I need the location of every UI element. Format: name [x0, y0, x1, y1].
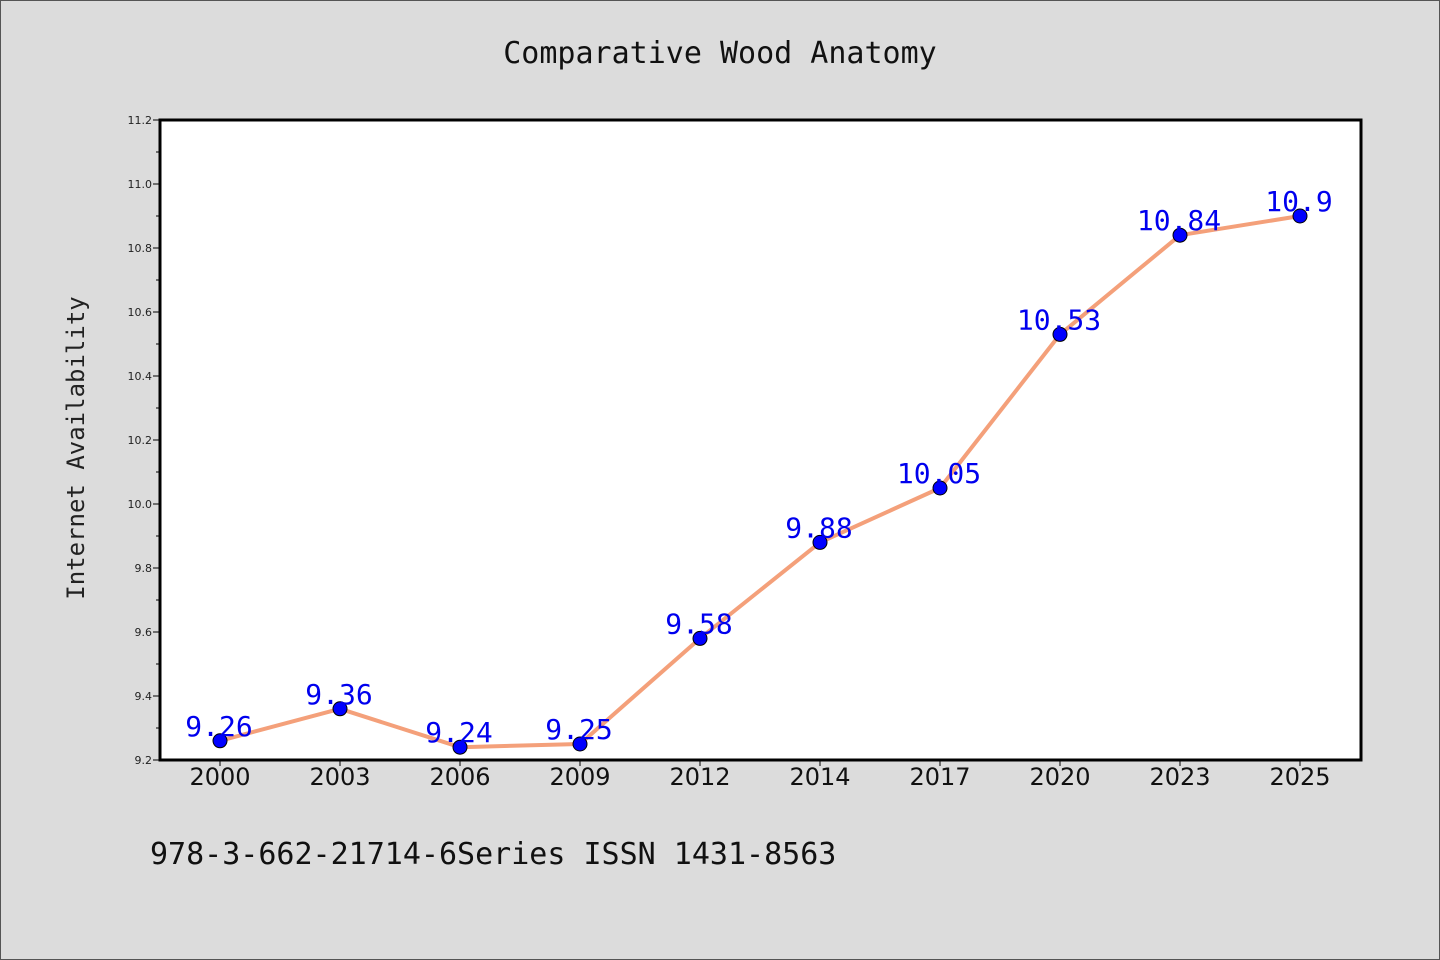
x-tick-label: 2000 — [189, 763, 250, 791]
y-axis-ticks: 9.2 9.4 9.6 9.8 10.0 10.2 10.4 10.6 10.8 11.0 11.2 — [128, 114, 160, 767]
y-tick-label: 9.4 — [135, 690, 153, 703]
data-label: 10.05 — [897, 457, 981, 490]
chart-title: Comparative Wood Anatomy — [503, 36, 936, 71]
data-point — [332, 701, 348, 717]
y-tick-label: 10.2 — [128, 434, 153, 447]
x-tick-label: 2006 — [429, 763, 490, 791]
series-lines — [218, 214, 1302, 750]
data-points — [212, 208, 1308, 755]
y-tick-label: 10.4 — [128, 370, 153, 383]
data-label: 10.53 — [1017, 303, 1101, 336]
data-label: 9.26 — [185, 710, 252, 743]
y-axis-label: Internet Availability — [62, 296, 90, 599]
data-point — [452, 739, 468, 755]
data-label: 10.84 — [1137, 204, 1221, 237]
plot-area — [158, 118, 1363, 762]
data-point — [572, 736, 588, 752]
x-tick-label: 2012 — [669, 763, 730, 791]
series-line — [218, 214, 1302, 750]
x-tick-label: 2017 — [909, 763, 970, 791]
x-tick-label: 2014 — [789, 763, 850, 791]
data-point — [692, 630, 708, 646]
y-tick-label: 10.0 — [128, 498, 153, 511]
data-point — [1052, 326, 1068, 342]
data-point — [812, 534, 828, 550]
y-tick-label: 11.2 — [128, 114, 153, 127]
y-tick-label: 9.6 — [135, 626, 153, 639]
y-tick-label: 9.8 — [135, 562, 153, 575]
data-label: 9.58 — [665, 607, 732, 640]
data-label: 9.36 — [305, 678, 372, 711]
data-point — [1292, 208, 1308, 224]
data-label: 9.25 — [545, 713, 612, 746]
y-tick-label: 10.8 — [128, 242, 153, 255]
x-tick-label: 2003 — [309, 763, 370, 791]
y-tick-label: 11.0 — [128, 178, 153, 191]
x-tick-label: 2023 — [1149, 763, 1210, 791]
x-tick-label: 2025 — [1269, 763, 1330, 791]
data-label: 9.24 — [425, 716, 492, 749]
footer-isbn-issn: 978-3-662-21714-6Series ISSN 1431-8563 — [150, 837, 836, 872]
x-tick-label: 2020 — [1029, 763, 1090, 791]
data-point — [932, 480, 948, 496]
data-labels: 9.26 9.36 9.24 9.25 9.58 9.88 10.05 10.53 10.84 1… — [185, 185, 1332, 749]
x-axis-ticks: 2000 2003 2006 2009 2012 2014 2017 2020 2023 2025 — [189, 760, 1331, 791]
data-label: 9.88 — [785, 511, 852, 544]
data-point — [1172, 227, 1188, 243]
y-tick-label: 9.2 — [135, 754, 153, 767]
y-tick-label: 10.6 — [128, 306, 153, 319]
data-point — [212, 733, 228, 749]
data-label: 10.9 — [1265, 185, 1332, 218]
x-tick-label: 2009 — [549, 763, 610, 791]
